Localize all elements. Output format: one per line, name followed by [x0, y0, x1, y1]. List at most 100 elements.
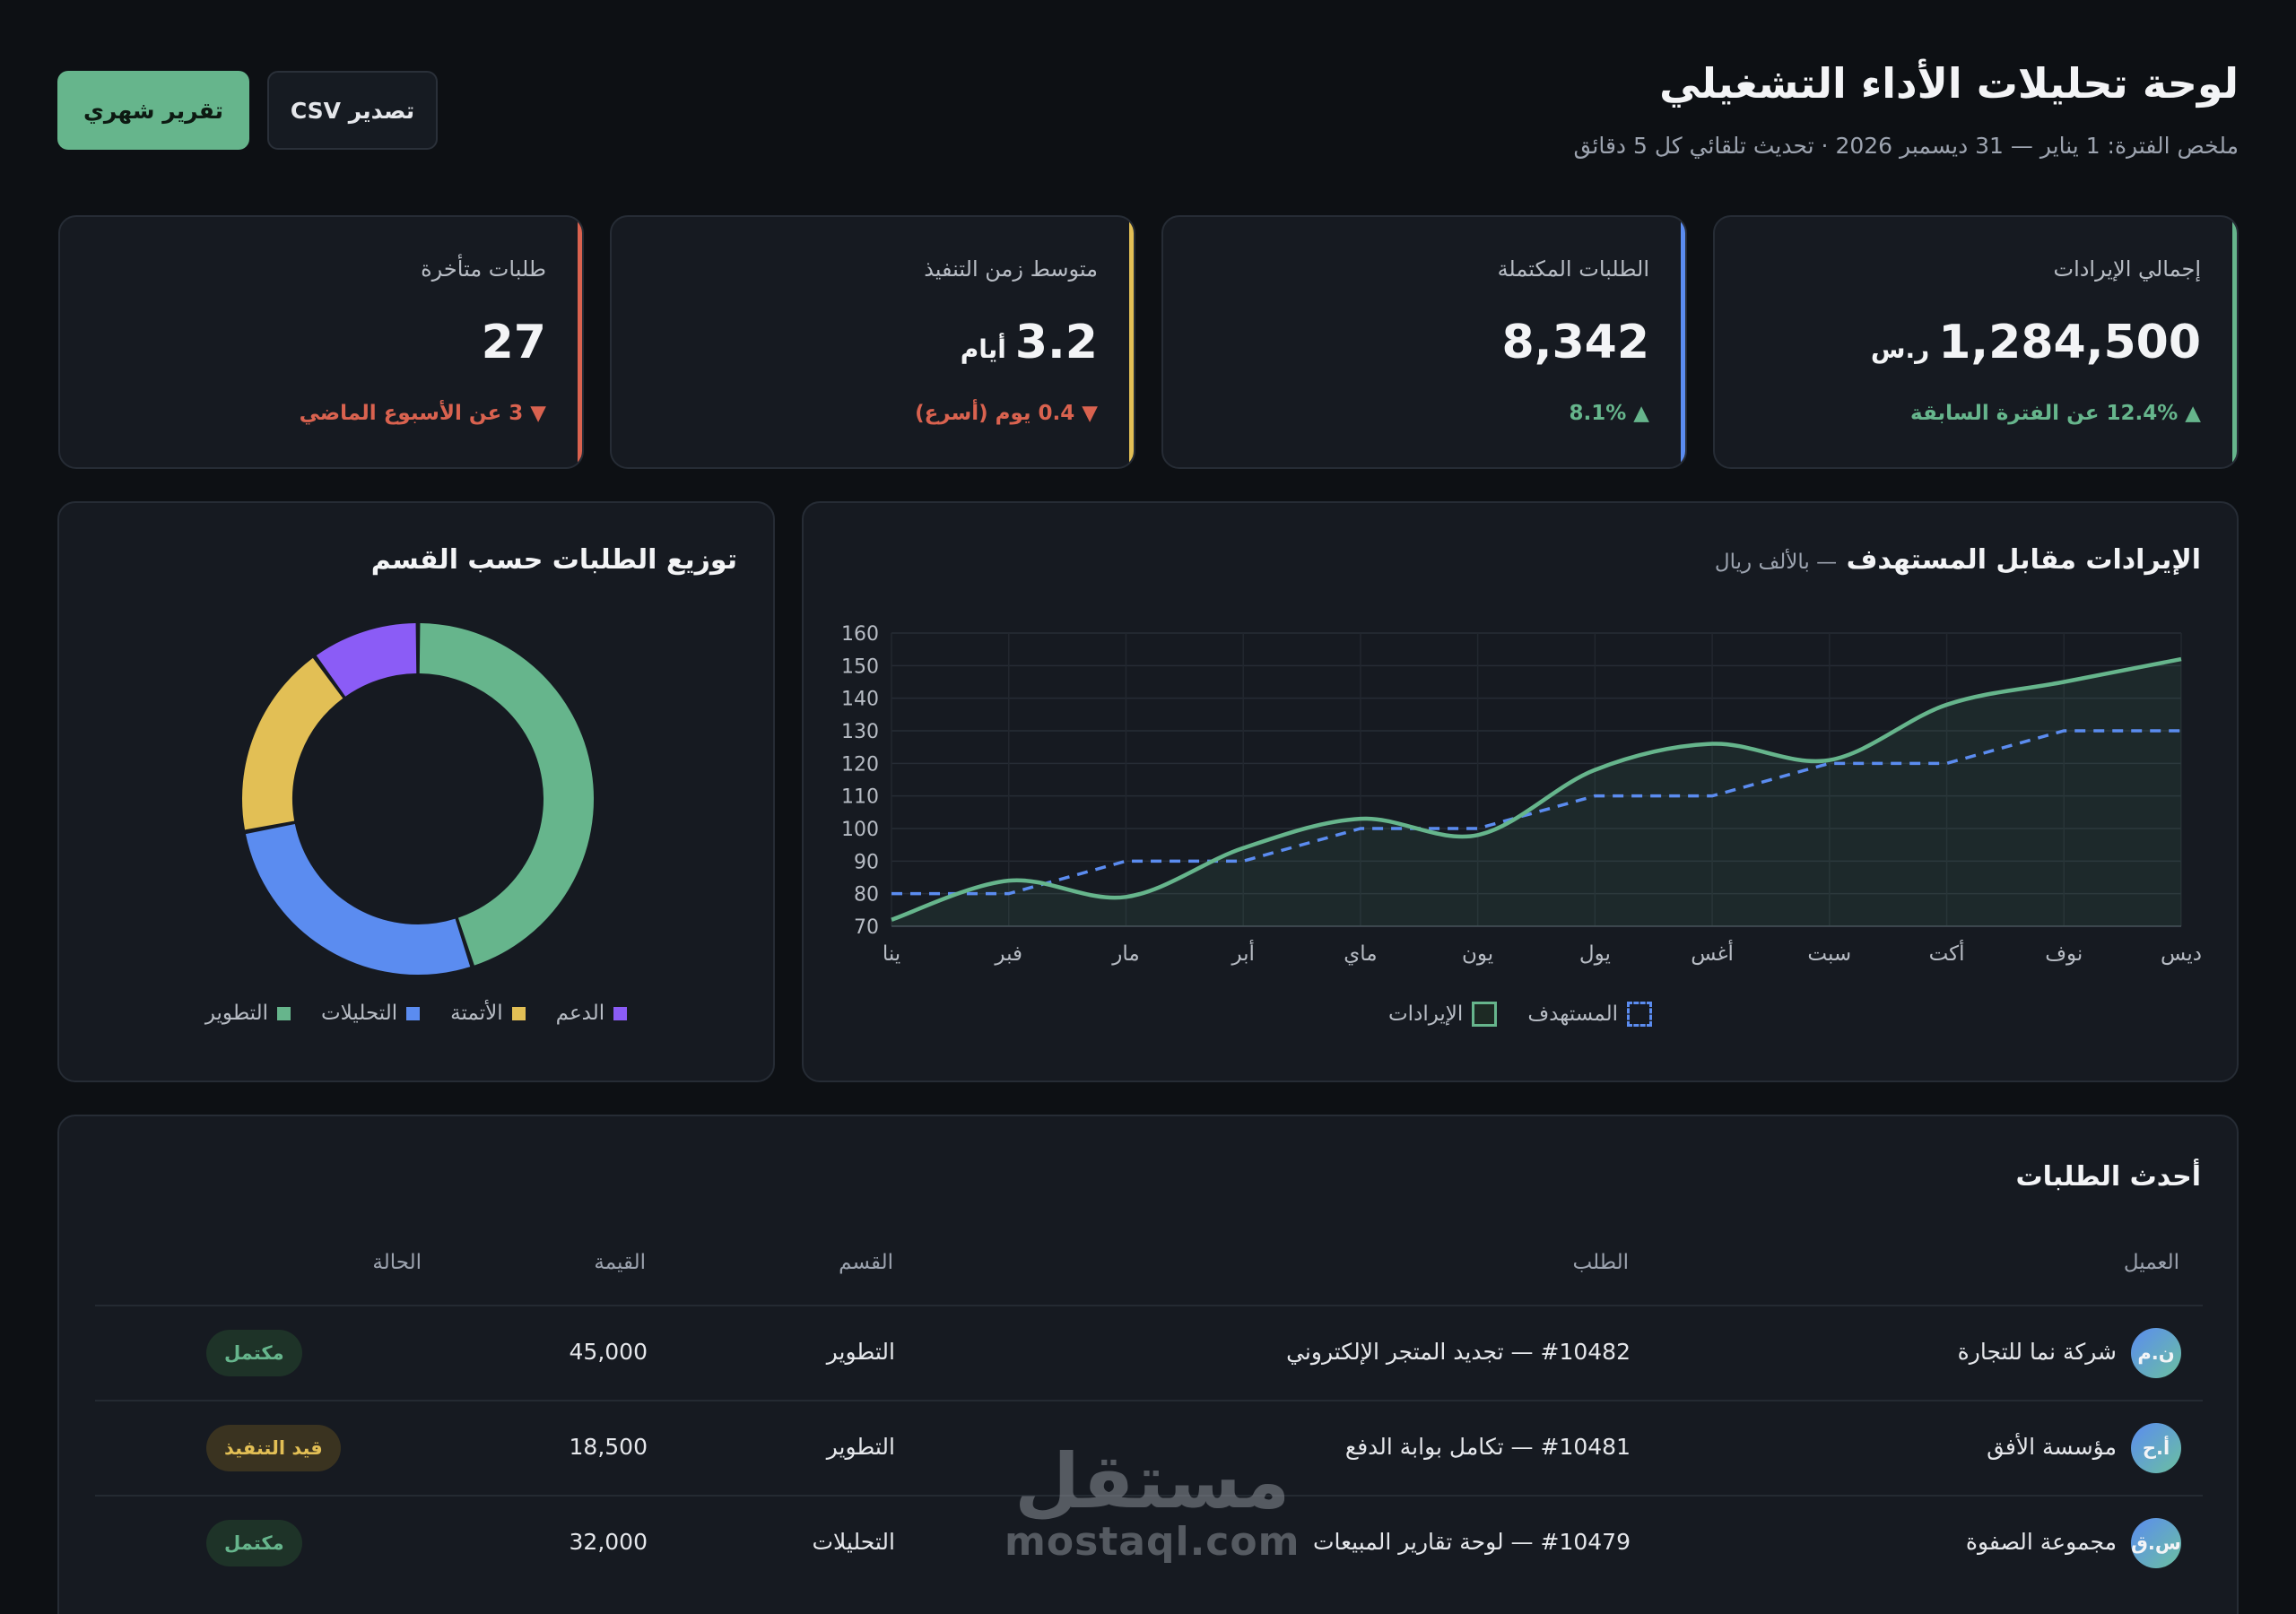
donut-slice[interactable] [316, 623, 418, 698]
cell-department: التحليلات [812, 1529, 895, 1555]
kpi-card-completed-orders: الطلبات المكتملة 8,342 ▲ 8.1% [1161, 215, 1687, 469]
y-tick-label: 110 [841, 786, 879, 809]
legend-swatch [613, 1006, 628, 1020]
table-row[interactable]: ن.م شركة نما للتجارة #10482 — تجديد المتجر… [95, 1305, 2203, 1400]
kpi-accent [1681, 217, 1685, 467]
cell-client: مجموعة الصفوة [1965, 1529, 2117, 1555]
page-title: لوحة تحليلات الأداء التشغيلي [1659, 59, 2239, 108]
avatar: ن.م [2131, 1328, 2181, 1378]
y-tick-label: 70 [854, 916, 879, 939]
legend-item-target[interactable]: المستهدف [1527, 1002, 1652, 1027]
donut-slice[interactable] [419, 623, 594, 966]
cell-department: التطوير [826, 1339, 895, 1365]
kpi-number: 3.2 [1014, 316, 1098, 369]
kpi-value: 3.2 أيام [961, 316, 1098, 369]
column-header-order[interactable]: الطلب [1572, 1251, 1629, 1274]
legend-item-department[interactable]: الدعم [556, 1002, 628, 1025]
kpi-unit: ر.س [1870, 334, 1930, 364]
line-chart-legend: المستهدف الإيرادات [804, 1002, 2237, 1027]
legend-label: التطوير [204, 1002, 269, 1025]
legend-label: الدعم [555, 1002, 605, 1025]
x-tick-label: أغس [1691, 940, 1734, 966]
orders-by-department-panel: توزيع الطلبات حسب القسم الدعم الأتمتة التح… [57, 501, 775, 1082]
legend-item-department[interactable]: الأتمتة [450, 1002, 526, 1025]
y-tick-label: 130 [841, 721, 879, 743]
legend-swatch [277, 1006, 291, 1020]
x-tick-label: أبر [1231, 940, 1254, 966]
donut-slice[interactable] [242, 657, 344, 830]
kpi-accent [578, 217, 582, 467]
line-chart-title-text: الإيرادات مقابل المستهدف [1846, 544, 2201, 576]
status-badge: قيد التنفيذ [206, 1425, 341, 1471]
x-tick-label: ينا [883, 942, 900, 966]
table-row[interactable]: أ.ح مؤسسة الأفق #10481 — تكامل بوابة الدفع… [95, 1400, 2203, 1495]
x-tick-label: ديس [2161, 942, 2202, 966]
kpi-card-revenue: إجمالي الإيرادات 1,284,500 ر.س ▲ 12.4% ع… [1713, 215, 2239, 469]
department-donut-chart [242, 623, 594, 975]
target-series-line [891, 729, 2181, 896]
cell-value: 32,000 [569, 1529, 648, 1555]
y-tick-label: 120 [841, 753, 879, 776]
y-tick-label: 100 [841, 819, 879, 841]
x-tick-label: ماي [1344, 942, 1377, 966]
donut-chart-title: توزيع الطلبات حسب القسم [370, 544, 737, 576]
page-subtitle: ملخص الفترة: 1 يناير — 31 ديسمبر 2026 · … [1573, 133, 2239, 159]
legend-label: التحليلات [321, 1002, 398, 1025]
kpi-number: 1,284,500 [1938, 316, 2201, 369]
monthly-report-button[interactable]: تقرير شهري [57, 71, 249, 150]
legend-label-target: المستهدف [1527, 1002, 1618, 1026]
column-header-status[interactable]: الحالة [372, 1251, 422, 1274]
cell-client: مؤسسة الأفق [1987, 1434, 2117, 1460]
export-csv-button[interactable]: تصدير CSV [267, 71, 438, 150]
x-tick-label: يول [1579, 942, 1611, 966]
legend-label: الأتمتة [450, 1002, 503, 1025]
legend-item-revenue[interactable]: الإيرادات [1388, 1002, 1498, 1027]
kpi-change: ▼ 0.4 يوم (أسرع) [915, 402, 1098, 425]
y-tick-label: 80 [854, 884, 879, 907]
x-tick-label: أكت [1929, 940, 1965, 966]
cell-value: 45,000 [569, 1339, 648, 1365]
y-tick-label: 140 [841, 689, 879, 711]
x-tick-label: نوف [2045, 942, 2083, 966]
column-header-department[interactable]: القسم [839, 1251, 893, 1274]
legend-item-department[interactable]: التحليلات [321, 1002, 421, 1025]
cell-order: #10479 — لوحة تقارير المبيعات [1312, 1529, 1631, 1555]
kpi-card-late-orders: طلبات متأخرة 27 ▼ 3 عن الأسبوع الماضي [58, 215, 584, 469]
column-header-value[interactable]: القيمة [594, 1251, 646, 1274]
line-chart-subtitle: — بالألف ريال [1714, 551, 1838, 574]
revenue-vs-target-panel: الإيرادات مقابل المستهدف — بالألف ريال 7… [802, 501, 2239, 1082]
kpi-value: 27 [482, 316, 546, 369]
y-tick-label: 90 [854, 851, 879, 873]
cell-order: #10481 — تكامل بوابة الدفع [1344, 1434, 1631, 1460]
kpi-change: ▼ 3 عن الأسبوع الماضي [299, 402, 546, 425]
revenue-line-chart: 70 80 90 100 110 120 130 140 150 160 ينا فبر مار أبر م… [841, 623, 2202, 966]
kpi-change: ▲ 12.4% عن الفترة السابقة [1910, 402, 2201, 425]
cell-department: التطوير [826, 1434, 895, 1460]
table-row[interactable]: س.ق مجموعة الصفوة #10479 — لوحة تقارير الم… [95, 1495, 2203, 1590]
kpi-value: 8,342 [1502, 316, 1649, 369]
x-tick-label: مار [1111, 942, 1139, 966]
kpi-card-avg-execution-time: متوسط زمن التنفيذ 3.2 أيام ▼ 0.4 يوم (أس… [610, 215, 1135, 469]
y-tick-label: 160 [841, 623, 879, 646]
kpi-unit: أيام [960, 334, 1006, 364]
column-header-client[interactable]: العميل [2123, 1251, 2179, 1274]
legend-swatch-target [1626, 1002, 1652, 1027]
legend-swatch [511, 1006, 526, 1020]
kpi-accent [1129, 217, 1134, 467]
cell-value: 18,500 [569, 1434, 648, 1460]
donut-slice[interactable] [245, 823, 471, 975]
legend-item-department[interactable]: التطوير [205, 1002, 291, 1025]
x-tick-label: يون [1462, 942, 1493, 966]
cell-client: شركة نما للتجارة [1957, 1339, 2117, 1365]
avatar: س.ق [2131, 1518, 2181, 1568]
x-tick-label: فبر [994, 942, 1022, 966]
recent-orders-panel: أحدث الطلبات العميل الطلب القسم القيمة ا… [57, 1115, 2239, 1614]
x-tick-label: سبت [1807, 942, 1851, 966]
line-chart-title: الإيرادات مقابل المستهدف — بالألف ريال [1715, 544, 2201, 576]
cell-order: #10482 — تجديد المتجر الإلكتروني [1286, 1339, 1631, 1365]
status-badge: مكتمل [206, 1330, 302, 1376]
kpi-label: الطلبات المكتملة [1497, 256, 1649, 282]
kpi-number: 27 [481, 316, 546, 369]
kpi-value: 1,284,500 ر.س [1871, 316, 2201, 369]
kpi-label: طلبات متأخرة [421, 256, 546, 282]
